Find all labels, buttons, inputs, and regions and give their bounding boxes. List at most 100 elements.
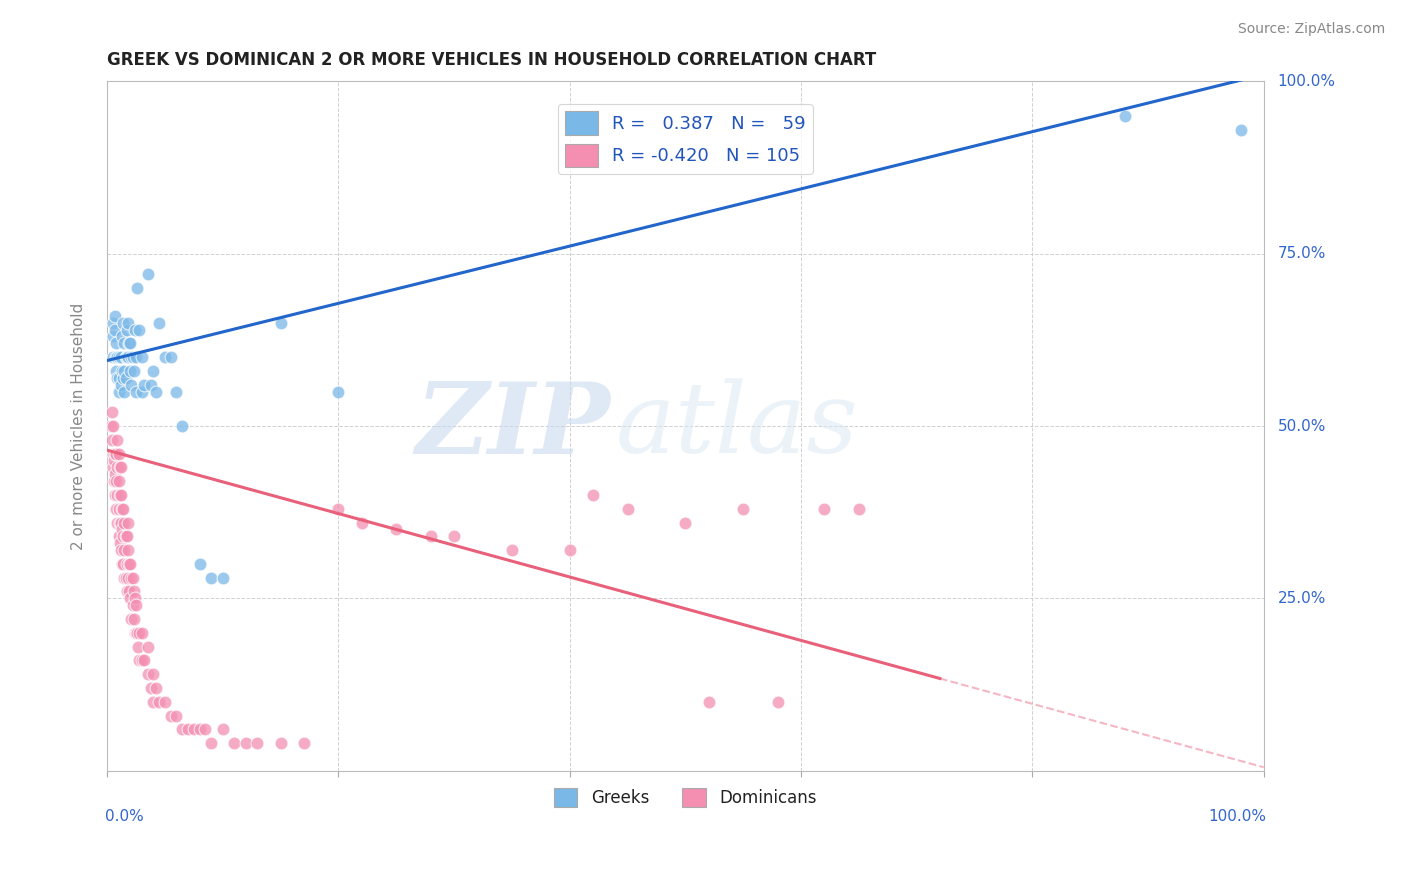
Point	[105, 447, 128, 461]
Point	[211, 571, 233, 585]
Point	[111, 557, 134, 571]
Point	[115, 584, 138, 599]
Point	[114, 571, 136, 585]
Point	[110, 377, 132, 392]
Point	[188, 557, 211, 571]
Point	[114, 371, 136, 385]
Point	[148, 316, 170, 330]
Text: 100.0%: 100.0%	[1278, 74, 1336, 89]
Point	[558, 543, 581, 558]
Point	[110, 543, 132, 558]
Point	[112, 543, 135, 558]
Point	[120, 591, 142, 606]
Point	[131, 625, 153, 640]
Text: 100.0%: 100.0%	[1208, 809, 1265, 823]
Point	[107, 371, 129, 385]
Point	[246, 736, 269, 750]
Point	[328, 501, 350, 516]
Point	[148, 695, 170, 709]
Point	[697, 695, 720, 709]
Point	[127, 281, 149, 295]
Point	[142, 364, 165, 378]
Point	[107, 529, 129, 543]
Text: 0.0%: 0.0%	[105, 809, 143, 823]
Point	[100, 405, 122, 419]
Point	[107, 460, 129, 475]
Point	[166, 708, 188, 723]
Point	[419, 529, 441, 543]
Point	[139, 681, 162, 695]
Point	[105, 364, 128, 378]
Point	[112, 529, 135, 543]
Point	[120, 612, 142, 626]
Point	[112, 501, 135, 516]
Point	[131, 350, 153, 364]
Point	[107, 501, 129, 516]
Point	[111, 523, 134, 537]
Point	[733, 501, 755, 516]
Point	[350, 516, 373, 530]
Point	[104, 467, 127, 482]
Point	[122, 584, 145, 599]
Point	[132, 377, 155, 392]
Point	[111, 501, 134, 516]
Point	[121, 599, 143, 613]
Point	[183, 723, 205, 737]
Point	[235, 736, 257, 750]
Point	[1229, 122, 1251, 136]
Point	[107, 371, 129, 385]
Point	[107, 447, 129, 461]
Text: 50.0%: 50.0%	[1278, 418, 1326, 434]
Point	[766, 695, 789, 709]
Point	[120, 571, 142, 585]
Point	[107, 433, 129, 447]
Point	[136, 640, 159, 654]
Point	[111, 329, 134, 343]
Point	[124, 625, 146, 640]
Point	[200, 736, 222, 750]
Point	[111, 364, 134, 378]
Point	[110, 460, 132, 475]
Point	[108, 516, 131, 530]
Point	[101, 419, 124, 434]
Point	[136, 268, 159, 282]
Point	[125, 384, 148, 399]
Point	[114, 529, 136, 543]
Point	[101, 316, 124, 330]
Point	[211, 723, 233, 737]
Point	[108, 460, 131, 475]
Point	[121, 571, 143, 585]
Point	[125, 625, 148, 640]
Point	[153, 695, 176, 709]
Point	[118, 584, 141, 599]
Point	[101, 350, 124, 364]
Point	[103, 453, 125, 467]
Point	[292, 736, 315, 750]
Point	[127, 640, 149, 654]
Point	[112, 336, 135, 351]
Point	[117, 543, 139, 558]
Point	[107, 350, 129, 364]
Point	[122, 364, 145, 378]
Point	[105, 336, 128, 351]
Point	[848, 501, 870, 516]
Point	[114, 350, 136, 364]
Point	[101, 460, 124, 475]
Text: 25.0%: 25.0%	[1278, 591, 1326, 606]
Point	[200, 571, 222, 585]
Point	[125, 350, 148, 364]
Point	[582, 488, 605, 502]
Text: 75.0%: 75.0%	[1278, 246, 1326, 261]
Point	[121, 350, 143, 364]
Point	[270, 316, 292, 330]
Point	[118, 557, 141, 571]
Point	[112, 384, 135, 399]
Point	[813, 501, 835, 516]
Point	[673, 516, 696, 530]
Point	[616, 501, 638, 516]
Point	[145, 681, 167, 695]
Point	[100, 433, 122, 447]
Point	[117, 316, 139, 330]
Point	[110, 488, 132, 502]
Point	[128, 625, 150, 640]
